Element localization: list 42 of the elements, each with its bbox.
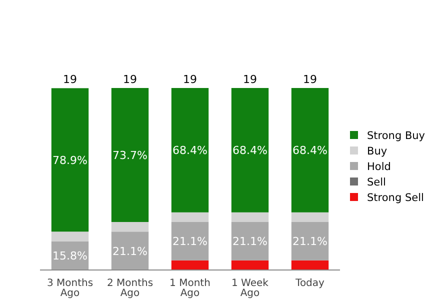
annotation: 19 bbox=[123, 73, 137, 86]
bar bbox=[231, 260, 269, 270]
annotation: 19 bbox=[303, 73, 317, 86]
bar bbox=[111, 222, 149, 232]
bar bbox=[171, 222, 209, 260]
annotation: 19 bbox=[243, 73, 257, 86]
data-label: 68.4% bbox=[172, 144, 208, 158]
data-label: 21.1% bbox=[232, 235, 268, 248]
x-tick-label: Today bbox=[294, 278, 325, 289]
legend-label: Strong Sell bbox=[367, 192, 424, 204]
legend-label: Hold bbox=[367, 161, 391, 173]
bar bbox=[51, 232, 89, 242]
data-label: 21.1% bbox=[292, 235, 328, 248]
x-tick-label: 3 Months Ago bbox=[46, 278, 94, 299]
data-label: 21.1% bbox=[172, 235, 208, 248]
bar bbox=[291, 212, 329, 222]
bar bbox=[291, 222, 329, 260]
legend-label: Sell bbox=[367, 176, 386, 188]
bar bbox=[111, 232, 149, 270]
data-label: 73.7% bbox=[112, 149, 148, 162]
data-label: 68.4% bbox=[232, 144, 268, 158]
data-label: 78.9% bbox=[52, 154, 88, 167]
bar bbox=[231, 212, 269, 222]
bar bbox=[171, 212, 209, 222]
bar bbox=[111, 88, 149, 222]
bar bbox=[231, 222, 269, 260]
bar bbox=[51, 88, 89, 232]
bar bbox=[171, 260, 209, 270]
annotation: 19 bbox=[63, 73, 77, 86]
data-label: 21.1% bbox=[112, 244, 148, 258]
legend-label: Strong Buy bbox=[367, 130, 426, 142]
bar bbox=[291, 260, 329, 270]
bar bbox=[171, 88, 209, 212]
bar bbox=[291, 88, 329, 212]
legend-label: Buy bbox=[367, 146, 388, 158]
x-tick-label: 2 Months Ago bbox=[106, 278, 154, 299]
x-tick-label: 1 Month Ago bbox=[170, 278, 210, 299]
data-label: 15.8% bbox=[52, 250, 88, 263]
annotation: 19 bbox=[183, 73, 197, 86]
data-label: 68.4% bbox=[292, 144, 328, 158]
x-tick-label: 1 Week Ago bbox=[232, 278, 269, 299]
bar bbox=[231, 88, 269, 212]
